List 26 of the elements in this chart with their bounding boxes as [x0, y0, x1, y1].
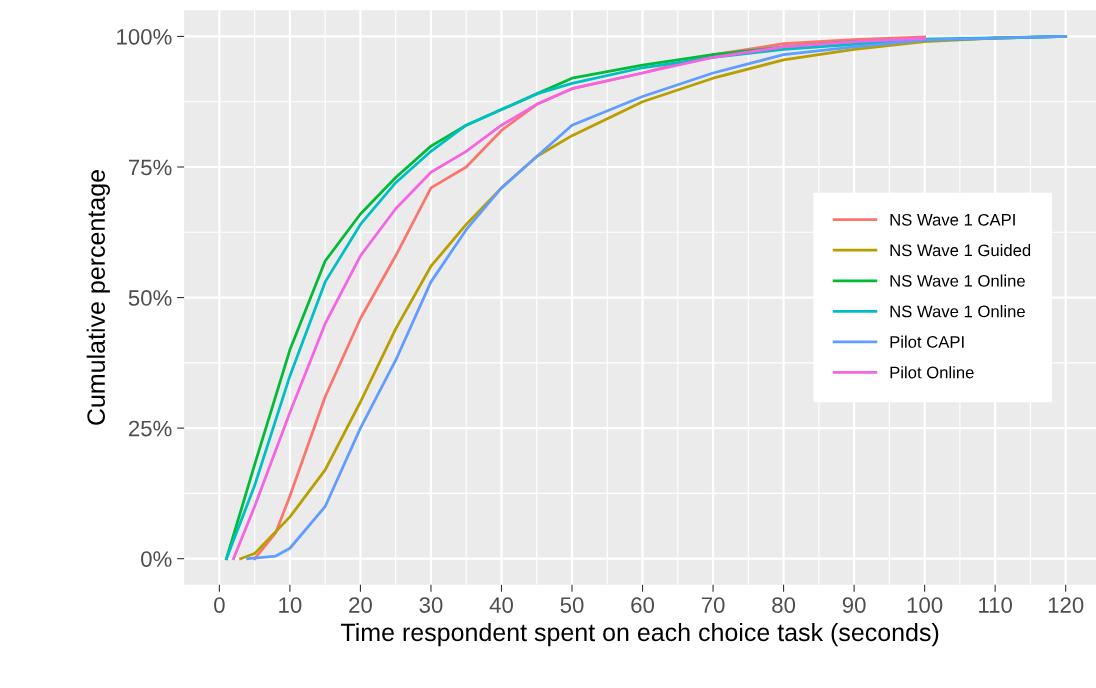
x-axis-title: Time respondent spent on each choice task (seconds) [340, 622, 939, 647]
x-tick-label: 90 [842, 597, 866, 613]
x-tick-label: 80 [772, 597, 796, 613]
legend-label: NS Wave 1 Online [890, 305, 1025, 318]
legend-label: Pilot Online [890, 366, 974, 379]
y-tick-label: 25% [128, 420, 172, 437]
y-tick-label: 50% [128, 290, 172, 306]
legend-label: NS Wave 1 Online [890, 274, 1025, 287]
x-tick-label: 20 [349, 597, 372, 613]
legend-label: Pilot CAPI [890, 335, 964, 348]
x-tick-label: 110 [979, 597, 1012, 613]
x-tick-label: 40 [489, 597, 513, 613]
legend-label: NS Wave 1 CAPI [890, 213, 1015, 226]
y-tick-label: 0% [141, 551, 172, 567]
y-tick-label: 100% [117, 28, 172, 45]
x-tick-label: 120 [1048, 597, 1084, 613]
x-tick-label: 100 [907, 597, 943, 613]
legend-label: NS Wave 1 Guided [890, 243, 1031, 257]
x-tick-label: 10 [279, 597, 302, 613]
x-tick-label: 60 [631, 597, 655, 613]
x-tick-label: 30 [419, 597, 443, 613]
x-tick-label: 70 [701, 597, 725, 613]
x-tick-label: 50 [560, 597, 584, 613]
y-axis-title: Cumulative percentage [86, 170, 110, 425]
y-tick-label: 75% [128, 159, 172, 176]
x-tick-label: 0 [214, 597, 225, 613]
